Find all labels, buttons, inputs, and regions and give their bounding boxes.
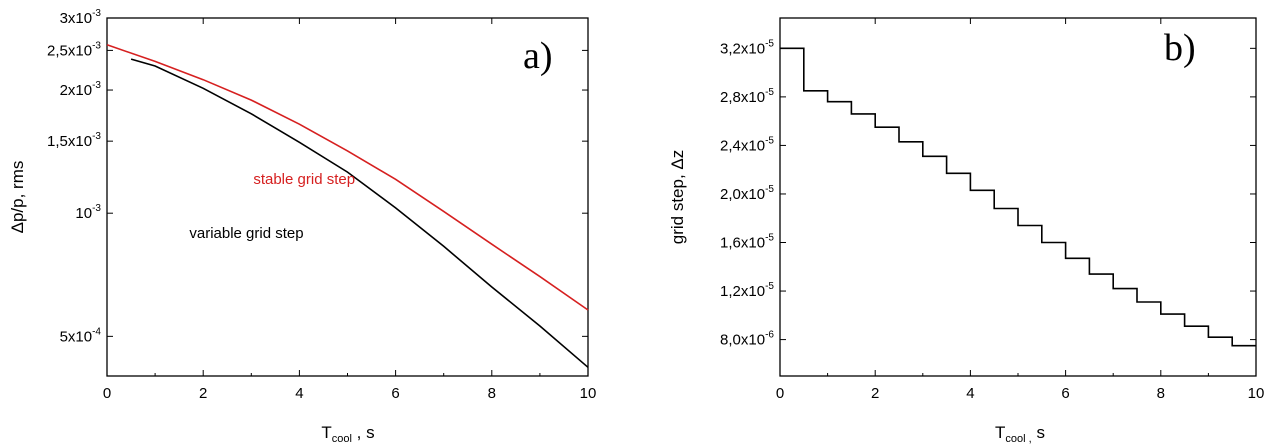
- panel-a-label: a): [523, 35, 553, 77]
- y-tick-label: 2,0x10-5: [720, 184, 774, 203]
- y-tick-label: 10-3: [75, 203, 101, 222]
- y-tick-label: 3,2x10-5: [720, 38, 774, 57]
- panel-b-x-axis-title: Tcool , s: [995, 423, 1045, 445]
- x-tick-label: 8: [1157, 385, 1165, 402]
- x-tick-label: 10: [580, 385, 597, 402]
- panel-b-label: b): [1164, 27, 1196, 69]
- panel-a-annotation-variable: variable grid step: [189, 225, 303, 242]
- panel-a-ticks: 0 2 4 6 8 10 5x10-4 10-3 1,5x10-3 2x10-3 2,5x10-3 3…: [47, 8, 596, 402]
- x-tick-label: 4: [966, 385, 974, 402]
- y-tick-label: 2,8x10-5: [720, 87, 774, 106]
- y-tick-label: 1,2x10-5: [720, 281, 774, 300]
- panel-b-chart: 0 2 4 6 8 10 8,0x10-6 1,2x10-5 1,6x10-5 2,0x10-5 2…: [668, 17, 1264, 445]
- y-tick-label: 2,4x10-5: [720, 135, 774, 154]
- panel-a-x-axis-title: Tcool , s: [321, 423, 374, 445]
- y-tick-label: 2x10-3: [60, 80, 102, 99]
- panel-b-ticks: 0 2 4 6 8 10 8,0x10-6 1,2x10-5 1,6x10-5 2,0x10-5 2…: [720, 18, 1264, 402]
- panel-a-chart: 0 2 4 6 8 10 5x10-4 10-3 1,5x10-3 2x10-3 2,5x10-3 3…: [8, 8, 596, 445]
- x-tick-label: 0: [103, 385, 111, 402]
- y-tick-label: 1,5x10-3: [47, 131, 101, 150]
- x-tick-label: 4: [295, 385, 303, 402]
- y-tick-label: 1,6x10-5: [720, 233, 774, 252]
- y-tick-label: 2,5x10-3: [47, 40, 101, 59]
- x-tick-label: 6: [391, 385, 399, 402]
- panel-b-series: [780, 47, 1256, 347]
- y-tick-label: 8,0x10-6: [720, 330, 774, 349]
- series-line-0-0: [106, 44, 589, 311]
- x-tick-label: 10: [1248, 385, 1265, 402]
- series-line-1-0: [780, 47, 1256, 347]
- y-tick-label: 5x10-4: [60, 326, 102, 345]
- series-line-0-1: [130, 58, 589, 368]
- panel-a-y-axis-title: Δp/p, rms: [8, 161, 27, 234]
- y-tick-label: 3x10-3: [60, 8, 102, 27]
- x-tick-label: 2: [871, 385, 879, 402]
- panel-b-y-axis-title: grid step, Δz: [668, 150, 687, 245]
- x-tick-label: 0: [776, 385, 784, 402]
- panel-a-annotation-stable: stable grid step: [253, 171, 355, 188]
- panel-a-series: [106, 44, 589, 368]
- x-tick-label: 6: [1061, 385, 1069, 402]
- x-tick-label: 8: [488, 385, 496, 402]
- x-tick-label: 2: [199, 385, 207, 402]
- panel-a-plot-frame: [106, 17, 589, 377]
